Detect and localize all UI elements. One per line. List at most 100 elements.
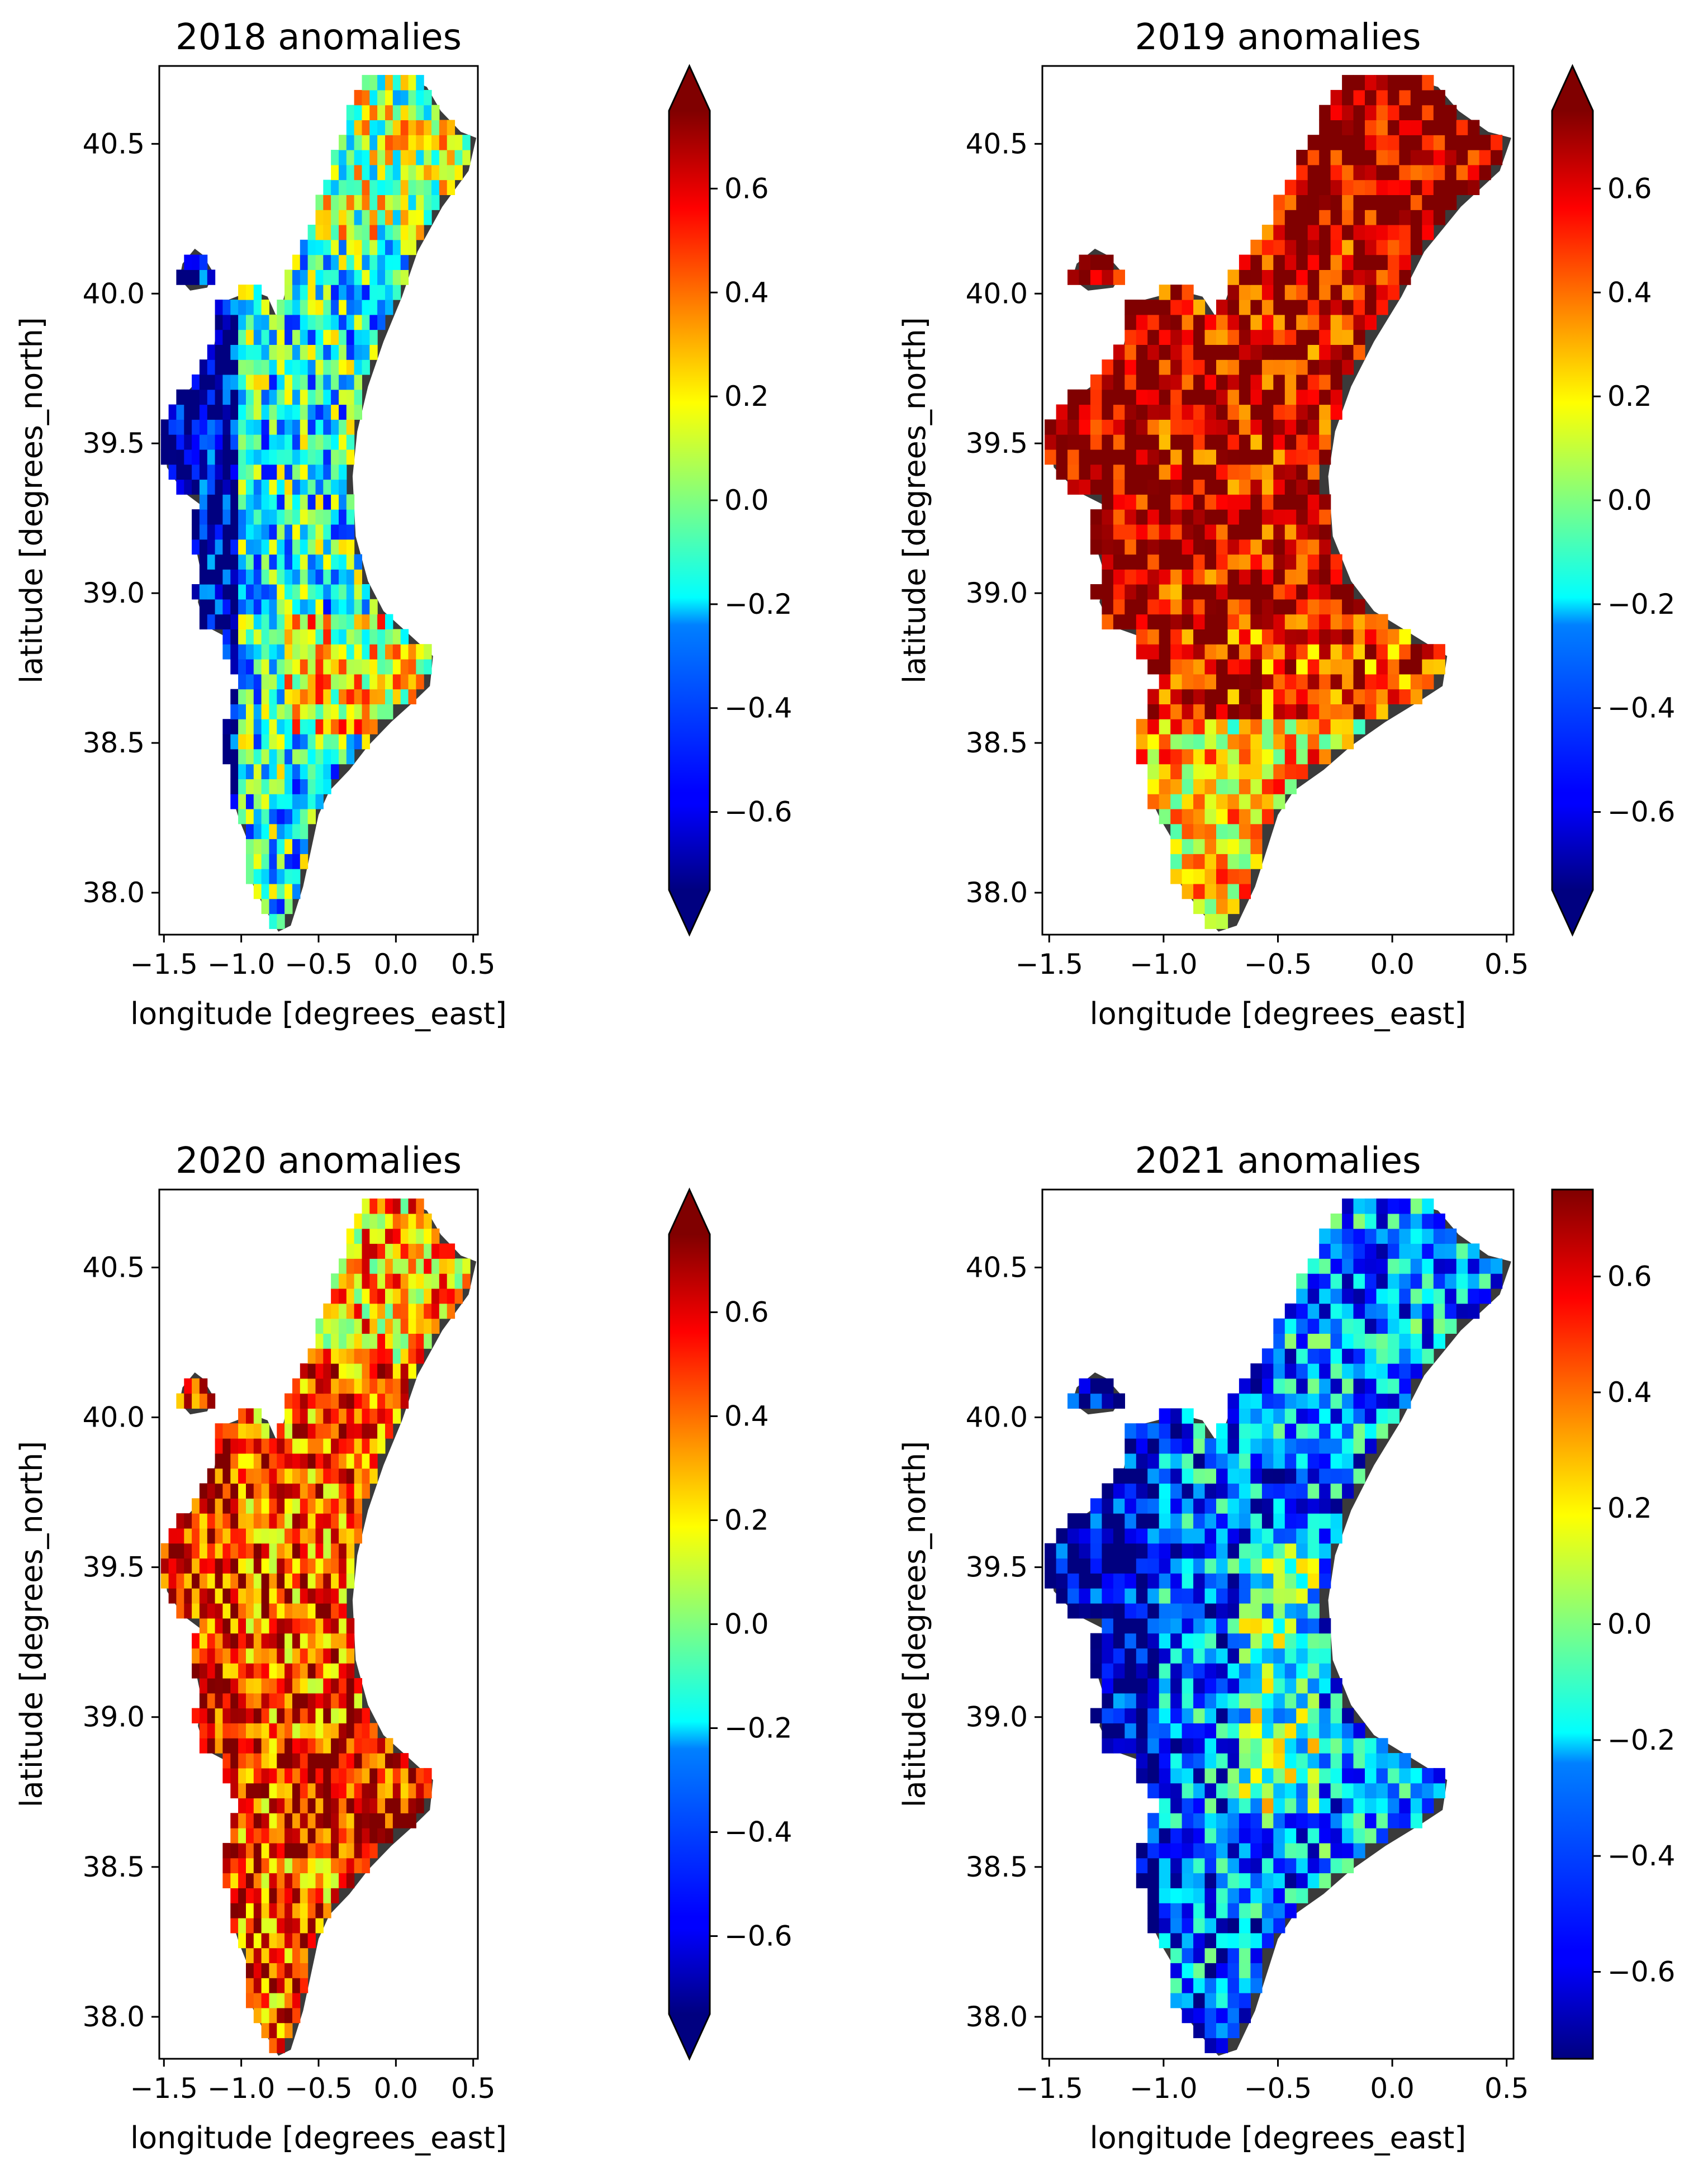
- anomaly-cell: [253, 285, 262, 300]
- anomaly-cell: [238, 794, 246, 809]
- anomaly-cell: [1422, 1783, 1434, 1799]
- anomaly-cell: [230, 359, 239, 375]
- anomaly-cell: [1284, 1468, 1297, 1484]
- anomaly-cell: [323, 1783, 331, 1799]
- anomaly-cell: [346, 659, 355, 675]
- anomaly-cell: [222, 404, 231, 420]
- anomaly-cell: [323, 1318, 331, 1334]
- anomaly-cell: [199, 1588, 208, 1604]
- anomaly-cell: [400, 239, 409, 255]
- anomaly-cell: [385, 1738, 393, 1754]
- anomaly-cell: [369, 1723, 378, 1738]
- anomaly-cell: [1227, 269, 1240, 285]
- anomaly-cell: [1330, 195, 1342, 210]
- anomaly-cell: [277, 1873, 285, 1888]
- anomaly-cell: [315, 1363, 324, 1379]
- anomaly-cell: [1319, 494, 1331, 510]
- anomaly-cell: [1170, 1783, 1183, 1799]
- anomaly-cell: [339, 748, 347, 765]
- anomaly-cell: [1307, 135, 1320, 150]
- colorbar-outline: [1551, 64, 1594, 937]
- anomaly-cell: [261, 1918, 269, 1934]
- anomaly-cell: [346, 1708, 355, 1723]
- anomaly-cell: [1261, 1932, 1274, 1949]
- anomaly-cell: [1261, 1693, 1274, 1709]
- anomaly-cell: [1330, 329, 1342, 345]
- anomaly-cell: [253, 1663, 262, 1679]
- anomaly-cell: [168, 1543, 177, 1559]
- anomaly-cell: [1330, 1288, 1342, 1304]
- anomaly-cell: [354, 1513, 362, 1529]
- anomaly-cell: [1330, 1468, 1342, 1484]
- anomaly-cell: [230, 1768, 239, 1784]
- anomaly-cell: [1125, 1498, 1137, 1514]
- anomaly-cell: [1170, 1738, 1183, 1754]
- anomaly-cell: [1284, 734, 1297, 750]
- anomaly-cell: [1250, 1663, 1263, 1679]
- anomaly-cell: [1125, 1558, 1137, 1574]
- anomaly-cell: [1113, 1588, 1125, 1604]
- anomaly-cell: [300, 794, 309, 809]
- anomaly-cell: [331, 1693, 339, 1709]
- anomaly-cell: [1147, 1678, 1160, 1694]
- anomaly-cell: [1102, 1378, 1114, 1394]
- anomaly-cell: [1193, 464, 1206, 480]
- anomaly-cell: [1068, 449, 1080, 465]
- anomaly-cell: [1182, 314, 1194, 330]
- y-tick-label: 40.0: [83, 277, 145, 310]
- anomaly-cell: [284, 374, 293, 390]
- anomaly-cell: [1376, 164, 1388, 181]
- anomaly-cell: [1307, 1378, 1320, 1394]
- anomaly-cell: [1365, 254, 1377, 270]
- anomaly-cell: [323, 344, 331, 360]
- anomaly-cell: [416, 164, 424, 181]
- anomaly-cell: [1319, 1393, 1331, 1409]
- anomaly-cell: [1170, 1453, 1183, 1469]
- anomaly-cell: [400, 644, 409, 660]
- anomaly-cell: [1227, 2022, 1240, 2039]
- anomaly-cell: [385, 254, 393, 270]
- anomaly-cell: [1125, 614, 1137, 629]
- anomaly-cell: [300, 1963, 309, 1978]
- anomaly-cell: [253, 1678, 262, 1694]
- anomaly-cell: [284, 2022, 293, 2039]
- y-tick-label: 39.0: [83, 577, 145, 609]
- anomaly-cell: [1250, 1633, 1263, 1648]
- anomaly-cell: [1125, 1543, 1137, 1559]
- anomaly-cell: [199, 269, 208, 285]
- anomaly-cell: [1284, 1663, 1297, 1679]
- anomaly-cell: [315, 1828, 324, 1844]
- anomaly-cell: [331, 1423, 339, 1439]
- anomaly-cell: [269, 1558, 277, 1574]
- anomaly-cell: [1284, 674, 1297, 690]
- anomaly-cell: [323, 748, 331, 765]
- anomaly-cell: [362, 1228, 370, 1244]
- anomaly-cell: [1159, 1842, 1171, 1859]
- anomaly-cell: [277, 329, 285, 345]
- anomaly-cell: [369, 1753, 378, 1769]
- anomaly-cell: [1239, 479, 1251, 495]
- anomaly-cell: [207, 1618, 216, 1634]
- anomaly-cell: [1387, 1378, 1399, 1394]
- anomaly-cell: [1353, 1213, 1365, 1229]
- anomaly-cell: [1353, 239, 1365, 255]
- anomaly-cell: [300, 1738, 309, 1754]
- anomaly-cell: [1284, 1768, 1297, 1784]
- anomaly-cell: [215, 539, 223, 555]
- anomaly-cell: [369, 689, 378, 704]
- anomaly-cell: [323, 1678, 331, 1694]
- anomaly-cell: [1330, 344, 1342, 360]
- anomaly-cell: [238, 659, 246, 675]
- anomaly-cell: [1136, 389, 1148, 405]
- anomaly-cell: [222, 1603, 231, 1619]
- anomaly-cell: [369, 614, 378, 629]
- anomaly-cell: [1170, 748, 1183, 765]
- anomaly-cell: [1193, 1813, 1206, 1828]
- anomaly-cell: [385, 1198, 393, 1214]
- anomaly-cell: [1353, 1198, 1365, 1214]
- anomaly-cell: [439, 1243, 448, 1259]
- anomaly-cell: [284, 1408, 293, 1424]
- anomaly-cell: [307, 719, 316, 735]
- anomaly-cell: [1261, 569, 1274, 585]
- anomaly-cell: [1422, 225, 1434, 240]
